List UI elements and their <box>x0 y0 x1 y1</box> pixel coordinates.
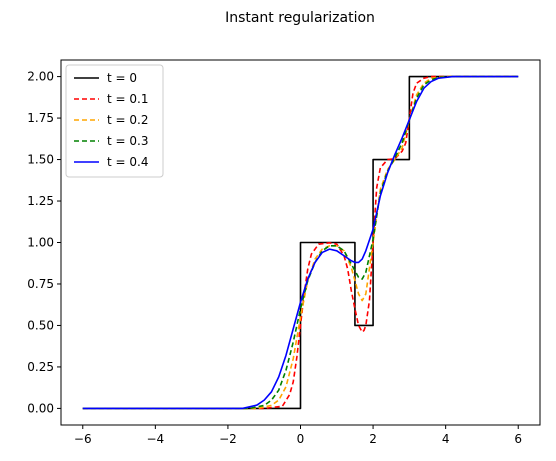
x-axis: −6 −4 −2 0 2 4 6 <box>74 425 522 446</box>
series-line-1 <box>82 75 519 410</box>
legend-label: t = 0.1 <box>107 92 148 106</box>
series-line-2 <box>82 75 519 410</box>
chart-title: Instant regularization <box>225 10 375 26</box>
y-tick-label: 0.00 <box>27 401 54 415</box>
y-tick-label: 1.75 <box>27 111 54 125</box>
legend-box <box>65 64 164 178</box>
legend-label: t = 0.4 <box>107 155 148 169</box>
y-tick-label: 0.50 <box>27 318 54 332</box>
y-tick-label: 1.50 <box>27 153 54 167</box>
y-tick-label: 1.00 <box>27 236 54 250</box>
series-line-4 <box>82 75 519 410</box>
legend-label: t = 0.3 <box>107 134 148 148</box>
y-tick-label: 1.25 <box>27 194 54 208</box>
y-tick-label: 2.00 <box>27 70 54 84</box>
x-tick-label: −6 <box>74 432 92 446</box>
x-tick-label: 0 <box>297 432 305 446</box>
x-tick-label: −4 <box>146 432 164 446</box>
x-tick-label: −2 <box>219 432 237 446</box>
legend-label: t = 0.2 <box>107 113 148 127</box>
x-tick-label: 2 <box>369 432 377 446</box>
x-tick-label: 6 <box>514 432 522 446</box>
y-tick-label: 0.75 <box>27 277 54 291</box>
x-tick-label: 4 <box>442 432 450 446</box>
series-line-3 <box>82 75 519 410</box>
legend-label: t = 0 <box>107 71 137 85</box>
series-layer <box>82 75 519 410</box>
y-tick-label: 0.25 <box>27 360 54 374</box>
y-axis: 0.00 0.25 0.50 0.75 1.00 1.25 1.50 1.75 2.00 <box>27 70 61 415</box>
legend: t = 0 t = 0.1 t = 0.2 t = 0.3 t = 0.4 <box>65 64 164 178</box>
